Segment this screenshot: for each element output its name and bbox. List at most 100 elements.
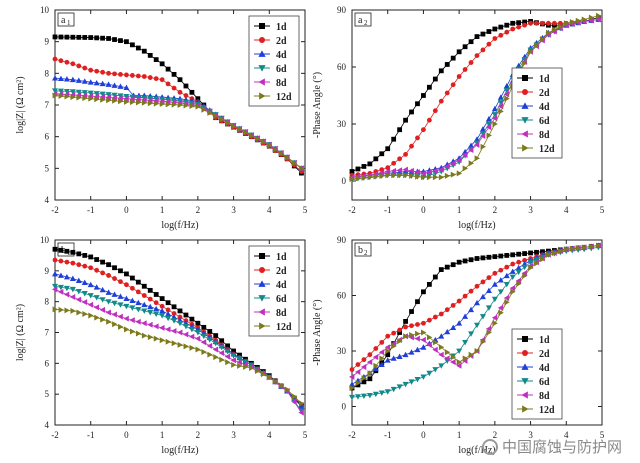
legend-label: 8d xyxy=(276,78,287,89)
data-point xyxy=(63,274,70,280)
data-point xyxy=(189,316,195,322)
data-point xyxy=(444,264,450,270)
x-tick-label: 4 xyxy=(267,430,272,440)
data-point xyxy=(201,106,207,113)
data-point xyxy=(141,99,148,106)
data-point xyxy=(510,252,516,258)
data-point xyxy=(106,273,111,278)
data-point xyxy=(135,279,141,285)
data-point xyxy=(135,96,141,103)
data-point xyxy=(462,355,469,362)
data-point xyxy=(272,378,279,385)
data-point xyxy=(52,92,58,99)
data-point xyxy=(165,315,172,322)
data-point xyxy=(551,249,558,256)
data-point xyxy=(57,88,64,95)
data-point xyxy=(415,135,420,141)
data-point xyxy=(52,306,58,313)
data-point xyxy=(124,39,129,45)
x-tick-label: 0 xyxy=(421,430,426,440)
data-point xyxy=(118,268,123,274)
data-point xyxy=(432,367,439,373)
data-point xyxy=(415,322,420,327)
data-point xyxy=(385,352,391,358)
data-point xyxy=(105,299,112,305)
data-point xyxy=(420,336,426,343)
data-point xyxy=(147,75,153,80)
x-tick-label: 3 xyxy=(528,430,533,440)
data-point xyxy=(384,168,391,175)
data-point xyxy=(516,24,522,30)
data-point xyxy=(503,294,510,301)
data-point xyxy=(177,308,183,314)
data-point xyxy=(509,268,516,274)
y-tick-label: 6 xyxy=(45,132,50,142)
data-point xyxy=(462,67,468,72)
data-point xyxy=(82,263,88,269)
data-point xyxy=(225,343,231,349)
data-point xyxy=(492,36,498,41)
data-point xyxy=(409,143,414,149)
data-point xyxy=(438,333,445,339)
data-point xyxy=(63,88,70,95)
data-point xyxy=(70,94,76,101)
data-point xyxy=(456,359,463,366)
legend-label: 12d xyxy=(276,92,292,103)
data-point xyxy=(284,386,291,393)
data-point xyxy=(147,334,154,341)
data-point xyxy=(111,291,118,297)
data-point xyxy=(182,323,189,330)
data-point xyxy=(510,26,516,32)
watermark-logo-icon xyxy=(481,438,498,455)
x-tick-label: 1 xyxy=(160,430,165,440)
data-point xyxy=(105,81,112,87)
data-point xyxy=(165,326,171,333)
data-point xyxy=(147,296,153,302)
data-point xyxy=(367,174,373,181)
data-point xyxy=(540,36,546,43)
legend-label: 1d xyxy=(539,74,550,85)
data-point xyxy=(409,109,414,115)
watermark-text: 中国腐蚀与防护网 xyxy=(501,438,622,456)
data-point xyxy=(135,318,141,325)
data-point xyxy=(378,361,385,367)
data-point xyxy=(456,362,462,369)
data-point xyxy=(503,282,510,288)
data-point xyxy=(70,61,76,67)
data-point xyxy=(195,346,201,353)
data-point xyxy=(57,288,64,295)
data-point xyxy=(596,242,602,249)
panel-label-box xyxy=(354,12,372,27)
data-point xyxy=(595,16,601,23)
data-point xyxy=(52,88,58,94)
legend-marker xyxy=(521,391,528,399)
data-point xyxy=(456,157,462,164)
data-point xyxy=(141,48,147,54)
data-point xyxy=(468,142,475,148)
data-point xyxy=(391,136,397,142)
series-12d xyxy=(52,306,305,407)
data-point xyxy=(474,53,480,58)
data-point xyxy=(213,333,219,338)
data-point xyxy=(456,320,463,326)
data-point xyxy=(432,314,438,320)
legend-label: 1d xyxy=(276,22,287,33)
data-point xyxy=(468,288,474,294)
data-point xyxy=(231,361,237,368)
data-point xyxy=(105,309,111,316)
data-point xyxy=(503,88,510,94)
data-point xyxy=(135,299,142,306)
data-point xyxy=(200,333,207,340)
data-point xyxy=(147,287,153,293)
y-tick-label: 0 xyxy=(342,402,347,412)
data-point xyxy=(81,291,88,297)
data-point xyxy=(99,93,106,100)
data-point xyxy=(291,398,297,405)
data-point xyxy=(474,322,480,329)
data-point xyxy=(254,135,261,142)
data-point xyxy=(516,259,522,265)
data-point xyxy=(88,312,94,319)
data-point xyxy=(82,95,88,102)
data-point xyxy=(444,307,450,313)
